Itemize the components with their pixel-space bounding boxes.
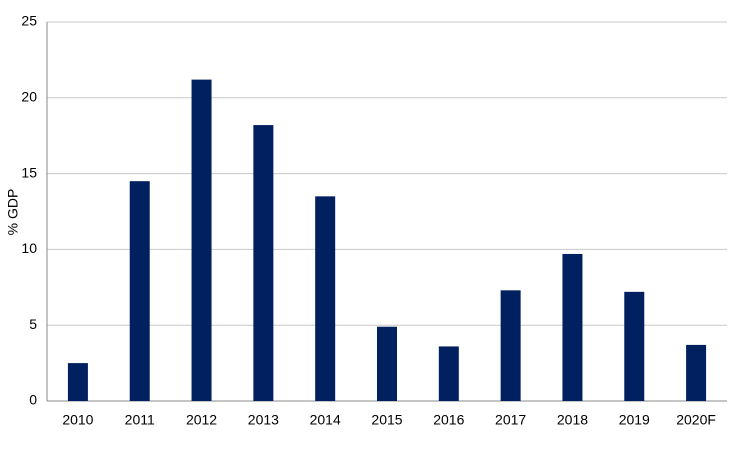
y-tick-label: 25 [21,13,37,29]
y-tick-label: 5 [29,316,37,332]
bar [686,344,707,401]
y-axis-label: % GDP [5,189,21,236]
y-tick-label: 10 [21,240,37,256]
x-tick-label: 2012 [186,412,217,428]
bar [562,253,583,401]
bar [129,181,150,401]
x-tick-label: 2019 [619,412,650,428]
x-tick-label: 2010 [62,412,93,428]
x-tick-label: 2013 [248,412,279,428]
x-tick-label: 2017 [495,412,526,428]
x-tick-label: 2011 [125,412,155,428]
x-tick-label: 2020F [676,412,716,428]
x-tick-label: 2018 [557,412,588,428]
bar [191,79,212,401]
x-tick-label: 2016 [433,412,464,428]
bar [315,196,336,401]
x-tick-label: 2014 [310,412,341,428]
bar [500,290,521,401]
x-tick-label: 2015 [371,412,402,428]
bar [377,326,397,401]
y-tick-label: 20 [21,89,37,105]
bar [67,363,88,401]
bar [624,291,645,401]
bar [438,346,459,401]
y-tick-label: 0 [29,392,37,408]
bar [253,125,274,401]
y-tick-label: 15 [21,164,37,180]
